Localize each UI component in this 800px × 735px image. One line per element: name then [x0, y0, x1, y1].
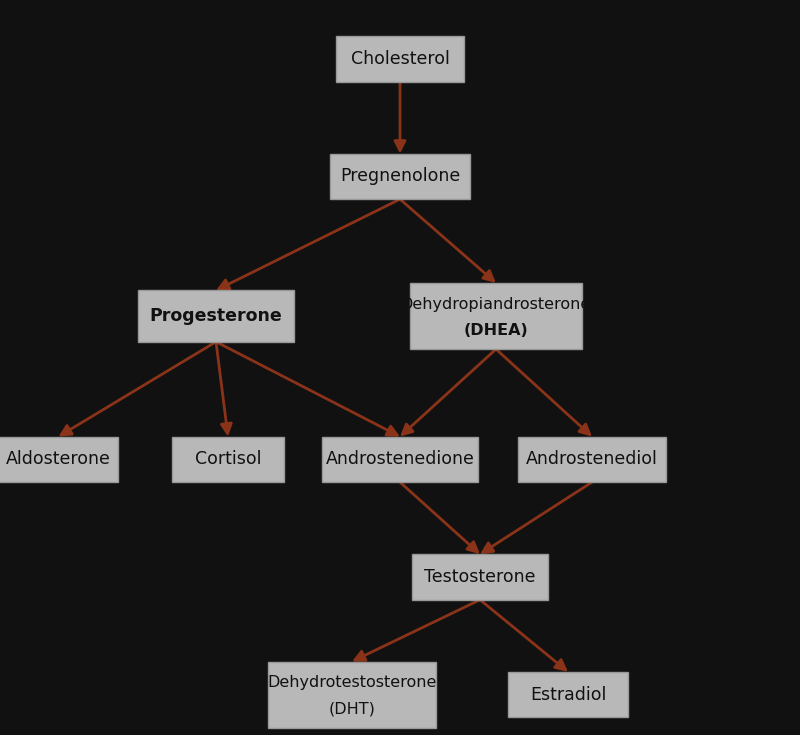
Text: Pregnenolone: Pregnenolone [340, 168, 460, 185]
FancyBboxPatch shape [508, 672, 628, 717]
FancyBboxPatch shape [322, 437, 478, 482]
Text: Androstenediol: Androstenediol [526, 451, 658, 468]
FancyBboxPatch shape [412, 554, 548, 600]
FancyBboxPatch shape [330, 154, 470, 199]
Text: Dehydropiandrosterone: Dehydropiandrosterone [401, 297, 591, 312]
Text: Cholesterol: Cholesterol [350, 50, 450, 68]
FancyBboxPatch shape [410, 283, 582, 349]
Text: Estradiol: Estradiol [530, 686, 606, 703]
FancyBboxPatch shape [336, 36, 464, 82]
FancyBboxPatch shape [172, 437, 284, 482]
Text: Androstenedione: Androstenedione [326, 451, 474, 468]
Text: (DHEA): (DHEA) [464, 323, 528, 338]
Text: Cortisol: Cortisol [194, 451, 262, 468]
FancyBboxPatch shape [0, 437, 118, 482]
FancyBboxPatch shape [518, 437, 666, 482]
FancyBboxPatch shape [138, 290, 294, 342]
FancyBboxPatch shape [268, 662, 436, 728]
Text: Aldosterone: Aldosterone [6, 451, 111, 468]
Text: Dehydrotestosterone: Dehydrotestosterone [267, 675, 437, 690]
Text: (DHT): (DHT) [329, 702, 375, 717]
Text: Progesterone: Progesterone [150, 307, 282, 325]
Text: Testosterone: Testosterone [424, 568, 536, 586]
